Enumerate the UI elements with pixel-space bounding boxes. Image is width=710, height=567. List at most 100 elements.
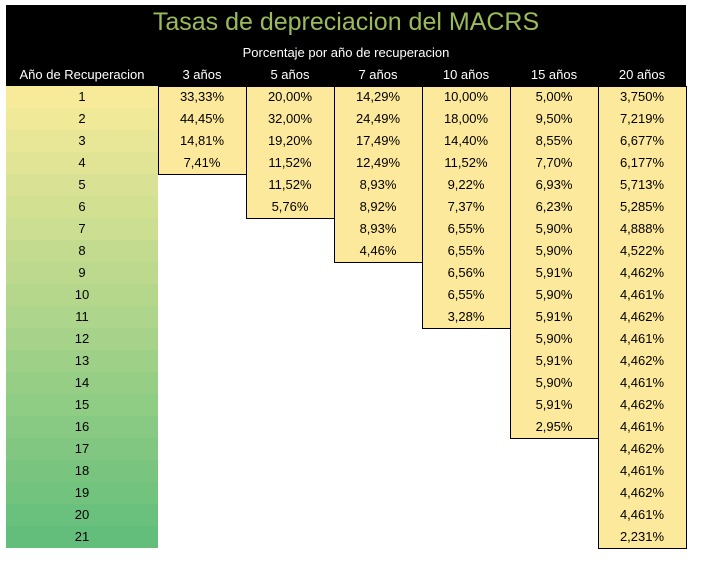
- value-cell: 3,28%: [447, 309, 485, 324]
- row-label: 7: [6, 218, 158, 240]
- value-cell: 5,76%: [271, 199, 309, 214]
- value-cell: 8,92%: [359, 199, 397, 214]
- value-cell: 5,90%: [535, 221, 573, 236]
- column-header: 7 años: [358, 67, 398, 82]
- row-header: Año de Recuperacion: [19, 67, 145, 82]
- value-cell: 7,41%: [183, 155, 221, 170]
- value-cell: 20,00%: [267, 89, 313, 104]
- value-cell: 11,52%: [444, 155, 488, 170]
- row-label: 21: [6, 526, 158, 548]
- row-label: 14: [6, 372, 158, 394]
- value-cell: 32,00%: [267, 111, 313, 126]
- column-block: [510, 86, 599, 439]
- value-cell: 6,55%: [447, 287, 485, 302]
- value-cell: 8,93%: [359, 221, 397, 236]
- value-cell: 4,462%: [619, 397, 665, 412]
- value-cell: 4,462%: [619, 441, 665, 456]
- column-header: 5 años: [270, 67, 310, 82]
- value-cell: 4,462%: [619, 265, 665, 280]
- value-cell: 17,49%: [355, 133, 401, 148]
- row-label: 6: [6, 196, 158, 218]
- value-cell: 6,93%: [535, 177, 573, 192]
- value-cell: 4,461%: [619, 419, 665, 434]
- row-label: 11: [6, 306, 158, 328]
- value-cell: 11,52%: [268, 155, 312, 170]
- value-cell: 14,29%: [355, 89, 401, 104]
- value-cell: 5,91%: [535, 309, 573, 324]
- value-cell: 9,50%: [535, 111, 573, 126]
- value-cell: 4,461%: [619, 375, 665, 390]
- column-block: [334, 86, 423, 263]
- subtitle: Porcentaje por año de recuperacion: [242, 45, 450, 60]
- value-cell: 4,462%: [619, 353, 665, 368]
- value-cell: 4,461%: [619, 331, 665, 346]
- value-cell: 10,00%: [443, 89, 489, 104]
- value-cell: 18,00%: [443, 111, 489, 126]
- value-cell: 8,55%: [535, 133, 573, 148]
- value-cell: 33,33%: [179, 89, 225, 104]
- value-cell: 5,90%: [535, 287, 573, 302]
- row-label: 1: [6, 86, 158, 108]
- row-label: 20: [6, 504, 158, 526]
- value-cell: 44,45%: [179, 111, 225, 126]
- value-cell: 5,00%: [535, 89, 573, 104]
- row-label: 15: [6, 394, 158, 416]
- row-label: 18: [6, 460, 158, 482]
- value-cell: 6,55%: [447, 243, 485, 258]
- value-cell: 4,522%: [619, 243, 665, 258]
- value-cell: 7,219%: [619, 111, 665, 126]
- value-cell: 4,462%: [619, 309, 665, 324]
- value-cell: 7,37%: [447, 199, 485, 214]
- value-cell: 3,750%: [619, 89, 665, 104]
- row-label: 16: [6, 416, 158, 438]
- value-cell: 5,713%: [619, 177, 665, 192]
- column-block: [246, 86, 335, 219]
- value-cell: 5,90%: [535, 243, 573, 258]
- value-cell: 11,52%: [268, 177, 312, 192]
- value-cell: 2,95%: [535, 419, 573, 434]
- column-header: 20 años: [618, 67, 666, 82]
- value-cell: 9,22%: [447, 177, 485, 192]
- value-cell: 4,461%: [619, 287, 665, 302]
- value-cell: 5,90%: [535, 375, 573, 390]
- value-cell: 6,56%: [447, 265, 485, 280]
- value-cell: 12,49%: [355, 155, 401, 170]
- row-label: 3: [6, 130, 158, 152]
- value-cell: 5,285%: [619, 199, 665, 214]
- value-cell: 4,46%: [359, 243, 397, 258]
- row-label: 2: [6, 108, 158, 130]
- value-cell: 19,20%: [267, 133, 313, 148]
- row-label: 13: [6, 350, 158, 372]
- column-block: [158, 86, 247, 175]
- row-label: 4: [6, 152, 158, 174]
- value-cell: 6,677%: [619, 133, 665, 148]
- value-cell: 6,55%: [447, 221, 485, 236]
- value-cell: 6,23%: [535, 199, 573, 214]
- value-cell: 4,461%: [619, 507, 665, 522]
- value-cell: 5,91%: [535, 265, 573, 280]
- value-cell: 14,81%: [179, 133, 225, 148]
- value-cell: 4,461%: [619, 463, 665, 478]
- value-cell: 4,462%: [619, 485, 665, 500]
- row-label: 5: [6, 174, 158, 196]
- value-cell: 14,40%: [443, 133, 489, 148]
- value-cell: 7,70%: [535, 155, 573, 170]
- value-cell: 6,177%: [619, 155, 665, 170]
- column-header: 3 años: [182, 67, 222, 82]
- value-cell: 5,91%: [535, 397, 573, 412]
- row-label: 12: [6, 328, 158, 350]
- value-cell: 5,90%: [535, 331, 573, 346]
- column-block: [422, 86, 511, 329]
- header-band: [6, 5, 686, 86]
- value-cell: 4,888%: [619, 221, 665, 236]
- column-block: [598, 86, 687, 549]
- column-header: 10 años: [442, 67, 490, 82]
- value-cell: 2,231%: [619, 529, 665, 544]
- title: Tasas de depreciacion del MACRS: [152, 8, 540, 36]
- row-label: 8: [6, 240, 158, 262]
- row-label: 10: [6, 284, 158, 306]
- value-cell: 8,93%: [359, 177, 397, 192]
- value-cell: 5,91%: [535, 353, 573, 368]
- row-label: 17: [6, 438, 158, 460]
- column-header: 15 años: [530, 67, 578, 82]
